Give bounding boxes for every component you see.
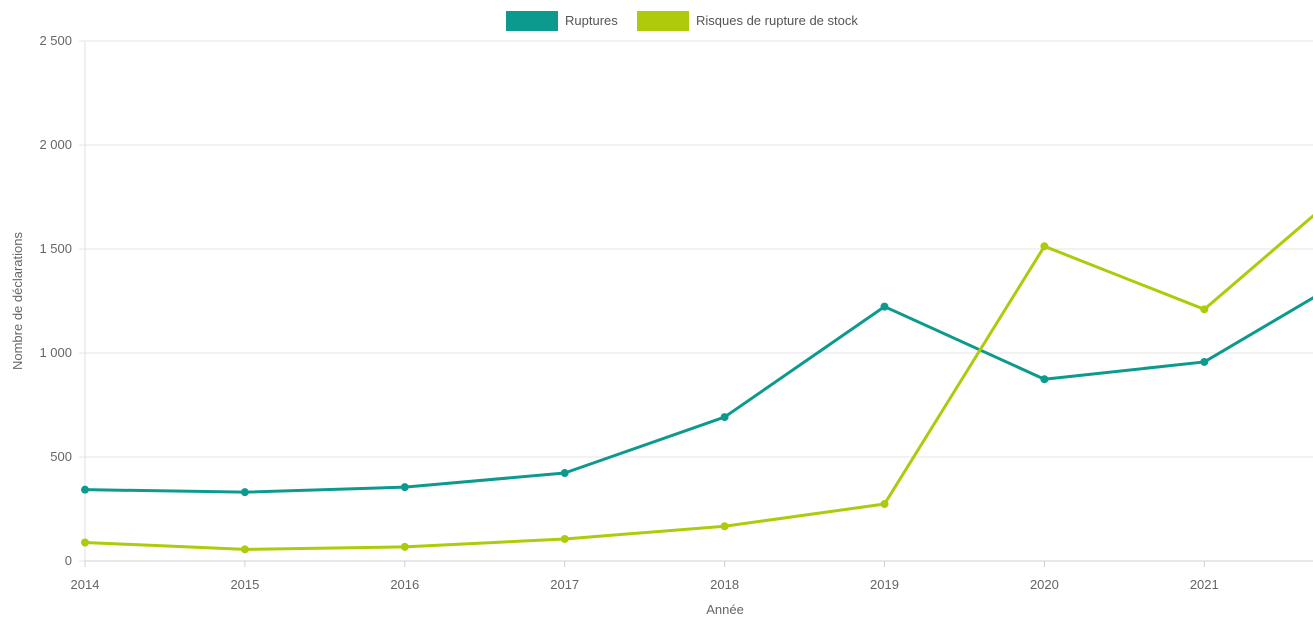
- series: [81, 214, 1313, 554]
- y-tick-label: 500: [50, 449, 72, 464]
- x-axis-title: Année: [706, 602, 744, 617]
- data-point[interactable]: [400, 542, 409, 551]
- x-tick-label: 2020: [1030, 577, 1059, 592]
- y-tick-label: 2 000: [39, 137, 72, 152]
- data-point[interactable]: [1200, 305, 1209, 314]
- y-tick-label: 2 500: [39, 33, 72, 48]
- data-point[interactable]: [81, 538, 89, 547]
- legend-item[interactable]: Ruptures: [506, 11, 618, 31]
- series-0: [81, 296, 1313, 497]
- data-point[interactable]: [720, 522, 729, 531]
- legend-label: Risques de rupture de stock: [696, 13, 858, 28]
- data-point[interactable]: [1040, 242, 1049, 251]
- x-tick-label: 2015: [230, 577, 259, 592]
- data-point[interactable]: [400, 483, 409, 492]
- data-point[interactable]: [720, 413, 729, 422]
- series-line: [83, 296, 1313, 494]
- x-tick-label: 2016: [390, 577, 419, 592]
- grid-lines: [79, 40, 1313, 562]
- legend-swatch: [506, 11, 558, 31]
- axes: [84, 41, 1313, 567]
- x-tick-label: 2021: [1190, 577, 1219, 592]
- data-point[interactable]: [240, 488, 249, 497]
- data-point[interactable]: [880, 302, 889, 311]
- y-tick-label: 1 000: [39, 345, 72, 360]
- y-tick-label: 0: [65, 553, 72, 568]
- data-point[interactable]: [560, 534, 569, 543]
- x-tick-label: 2017: [550, 577, 579, 592]
- x-tick-label: 2018: [710, 577, 739, 592]
- data-point[interactable]: [560, 469, 569, 478]
- legend-item[interactable]: Risques de rupture de stock: [637, 11, 858, 31]
- data-point[interactable]: [1200, 357, 1209, 366]
- data-point[interactable]: [1040, 375, 1049, 384]
- series-1: [81, 214, 1313, 554]
- legend-swatch: [637, 11, 689, 31]
- data-point[interactable]: [880, 500, 889, 509]
- x-tick-label: 2019: [870, 577, 899, 592]
- legend[interactable]: Ruptures Risques de rupture de stock: [506, 11, 858, 31]
- legend-label: Ruptures: [565, 13, 618, 28]
- x-axis-ticks: 2014 2015 2016 2017 2018 2019 2020 2021: [71, 561, 1219, 592]
- data-point[interactable]: [81, 485, 89, 494]
- x-tick-label: 2014: [71, 577, 100, 592]
- y-tick-label: 1 500: [39, 241, 72, 256]
- y-axis-title: Nombre de déclarations: [10, 231, 25, 370]
- y-axis-ticks: 0 500 1 000 1 500 2 000 2 500: [39, 33, 72, 568]
- data-point[interactable]: [240, 545, 249, 554]
